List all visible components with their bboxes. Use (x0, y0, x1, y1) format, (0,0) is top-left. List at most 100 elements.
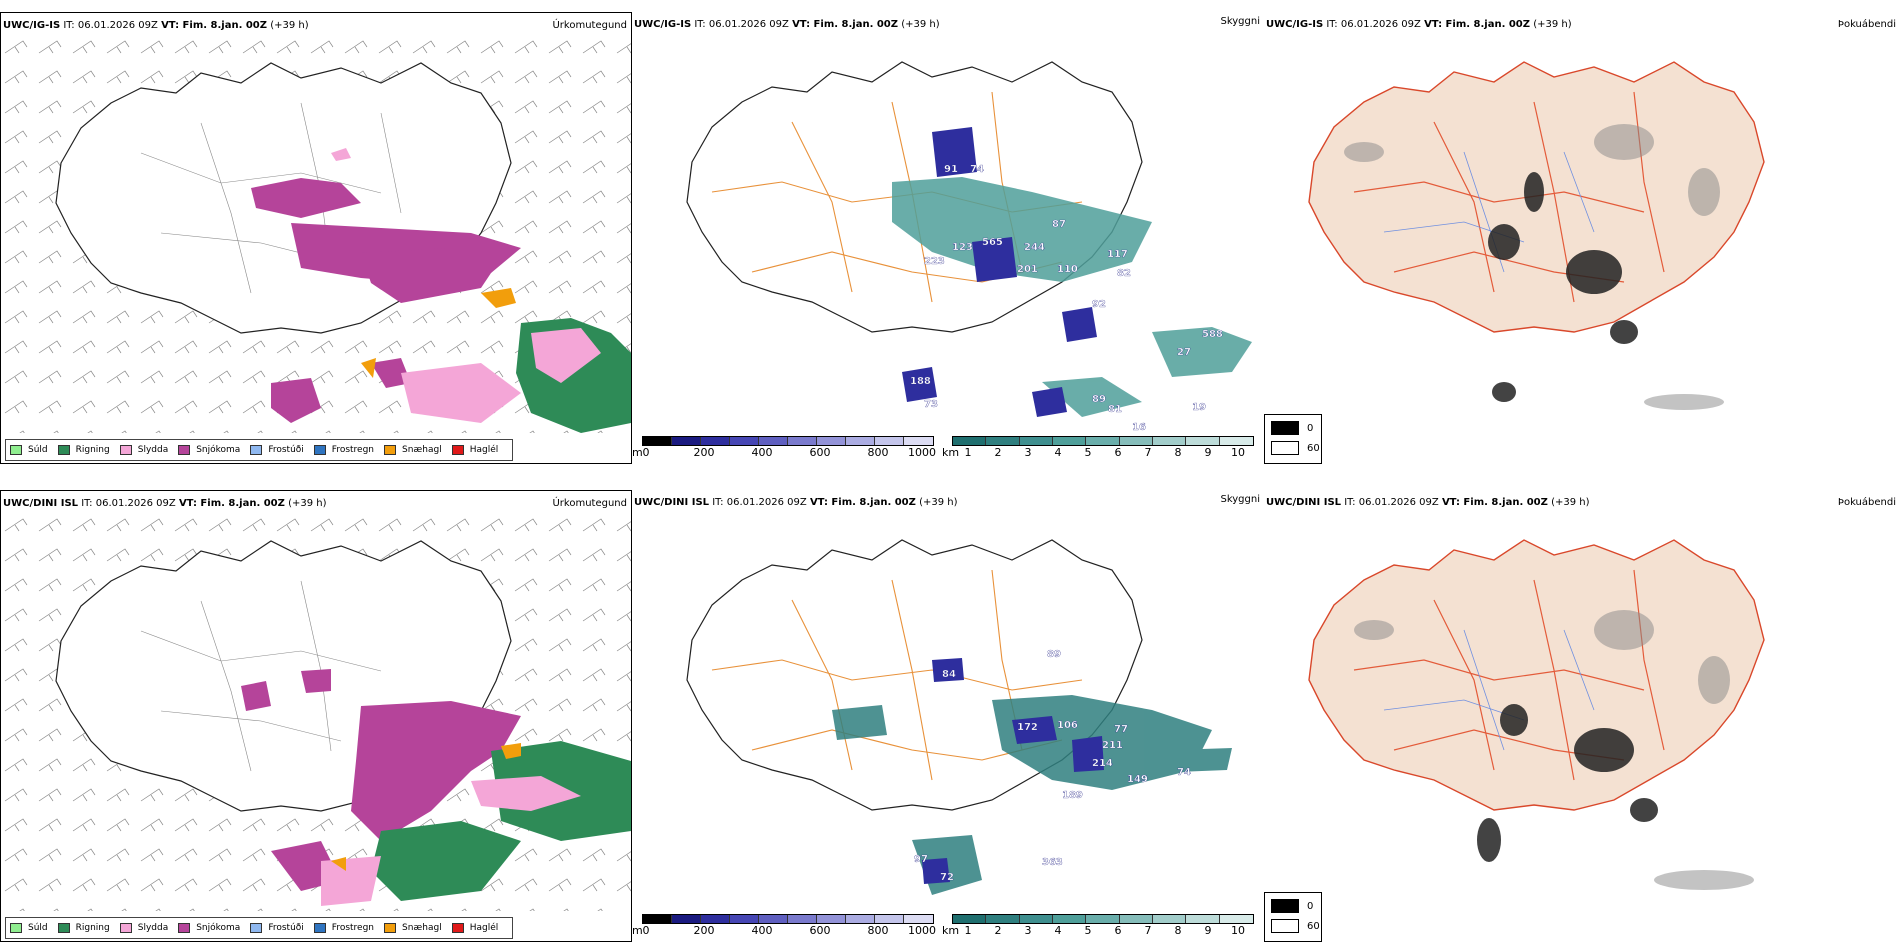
vis-tick: 9 (1204, 446, 1212, 459)
height-tick: 400 (751, 446, 773, 459)
scale-color-cell (846, 915, 875, 923)
fog-legend-black (1271, 899, 1299, 913)
legend-swatch (384, 923, 397, 933)
height-scale: m 0 200 400 600 800 1000 (632, 914, 942, 938)
height-tick: 800 (867, 924, 889, 937)
scale-color-cell (1219, 915, 1253, 923)
scale-color-cell (701, 437, 730, 445)
snow-areas (251, 148, 521, 423)
legend-swatch (313, 923, 326, 933)
high-terrain-areas (902, 127, 1097, 417)
valid-time: VT: Fim. 8.jan. 00Z (792, 19, 899, 30)
height-scale-colors (642, 436, 934, 446)
legend-swatch (451, 445, 464, 455)
panel-title: Skyggni (1220, 16, 1260, 27)
height-tick: 800 (867, 446, 889, 459)
vis-label: 27 (1177, 347, 1191, 358)
legend-item: Snjókoma (178, 445, 240, 455)
height-tick: 600 (809, 924, 831, 937)
scale-color-cell (643, 915, 672, 923)
panel-header: UWC/IG-IS IT: 06.01.2026 09Z VT: Fim. 8.… (1266, 19, 1572, 31)
fog-index-panel-ig: UWC/IG-IS IT: 06.01.2026 09Z VT: Fim. 8.… (1264, 12, 1900, 464)
valid-time: VT: Fim. 8.jan. 00Z (161, 20, 268, 31)
visibility-scale-colors (952, 436, 1254, 446)
height-tick: 1000 (908, 446, 936, 459)
scale-color-cell (672, 915, 701, 923)
legend-swatch (178, 923, 191, 933)
scale-color-cell (788, 437, 817, 445)
vis-label: 82 (1117, 268, 1131, 279)
vis-label: 92 (1092, 299, 1106, 310)
low-visibility-areas (892, 177, 1252, 417)
panel-title: Skyggni (1220, 494, 1260, 505)
height-tick: 200 (693, 924, 715, 937)
scale-color-cell (846, 437, 875, 445)
panel-header: UWC/IG-IS IT: 06.01.2026 09Z VT: Fim. 8.… (3, 20, 309, 32)
scale-color-cell (904, 915, 933, 923)
visibility-unit: km (942, 924, 960, 937)
scale-color-cell (1186, 437, 1220, 445)
height-tick: 1000 (908, 924, 936, 937)
legend-swatch (384, 445, 397, 455)
fog-legend: 0 60 (1264, 892, 1322, 942)
fog-legend-white (1271, 441, 1299, 455)
height-scale-colors (642, 914, 934, 924)
vis-label: 117 (1107, 249, 1128, 260)
panel-header: UWC/DINI ISL IT: 06.01.2026 09Z VT: Fim.… (634, 497, 958, 509)
vis-tick: 9 (1204, 924, 1212, 937)
valid-time: VT: Fim. 8.jan. 00Z (1424, 19, 1531, 30)
vis-label: 73 (924, 399, 938, 410)
height-tick: 600 (809, 446, 831, 459)
lead-time: (+39 h) (901, 19, 940, 30)
height-unit: m (632, 924, 643, 937)
vis-tick: 10 (1231, 924, 1245, 937)
vis-label: 16 (1132, 422, 1146, 432)
legend-item: Súld (10, 923, 48, 933)
fog-legend-black (1271, 421, 1299, 435)
height-unit: m (632, 446, 643, 459)
vis-label: 244 (1024, 242, 1045, 253)
panel-header: UWC/IG-IS IT: 06.01.2026 09Z VT: Fim. 8.… (634, 19, 940, 31)
scale-color-cell (1119, 915, 1153, 923)
height-tick: 400 (751, 924, 773, 937)
fog-index-panel-dini: UWC/DINI ISL IT: 06.01.2026 09Z VT: Fim.… (1264, 490, 1900, 942)
legend-item: Frostregn (313, 923, 374, 933)
vis-label: 19 (1192, 402, 1206, 413)
vis-tick: 3 (1024, 446, 1032, 459)
rain-areas (361, 288, 631, 433)
scale-color-cell (875, 915, 904, 923)
model-label: UWC/DINI ISL (634, 497, 710, 508)
legend-swatch (57, 445, 70, 455)
panel-header: UWC/DINI ISL IT: 06.01.2026 09Z VT: Fim.… (3, 498, 327, 510)
fog-areas (1488, 172, 1638, 402)
legend-swatch (10, 923, 22, 933)
precip-map-ig (1, 33, 631, 433)
vis-tick: 3 (1024, 924, 1032, 937)
legend-swatch (313, 445, 326, 455)
legend-item: Slydda (119, 923, 168, 933)
init-time: IT: 06.01.2026 09Z (694, 19, 789, 30)
init-time: IT: 06.01.2026 09Z (712, 497, 807, 508)
scale-color-cell (730, 437, 759, 445)
scale-color-cell (1019, 437, 1053, 445)
panel-title: Úrkomutegund (552, 498, 627, 509)
legend-swatch (10, 445, 22, 455)
model-label: UWC/DINI ISL (3, 498, 79, 509)
vis-tick: 7 (1144, 924, 1152, 937)
vis-tick: 1 (964, 924, 972, 937)
vis-tick: 8 (1174, 924, 1182, 937)
legend-swatch (178, 445, 191, 455)
scale-color-cell (817, 437, 846, 445)
height-scale: m 0 200 400 600 800 1000 (632, 436, 942, 460)
panel-title: Þokuábendi (1837, 19, 1896, 30)
scale-color-cell (1186, 915, 1220, 923)
vis-label: 72 (940, 872, 954, 883)
legend-swatch (119, 923, 132, 933)
model-label: UWC/DINI ISL (1266, 497, 1342, 508)
legend-swatch (57, 923, 70, 933)
scale-color-cell (672, 437, 701, 445)
vis-label: 91 (944, 164, 958, 175)
vis-label: 89 (1092, 394, 1106, 405)
visibility-unit: km (942, 446, 960, 459)
visibility-labels: 91 74 123 223 565 244 87 201 110 117 82 … (910, 164, 1223, 432)
